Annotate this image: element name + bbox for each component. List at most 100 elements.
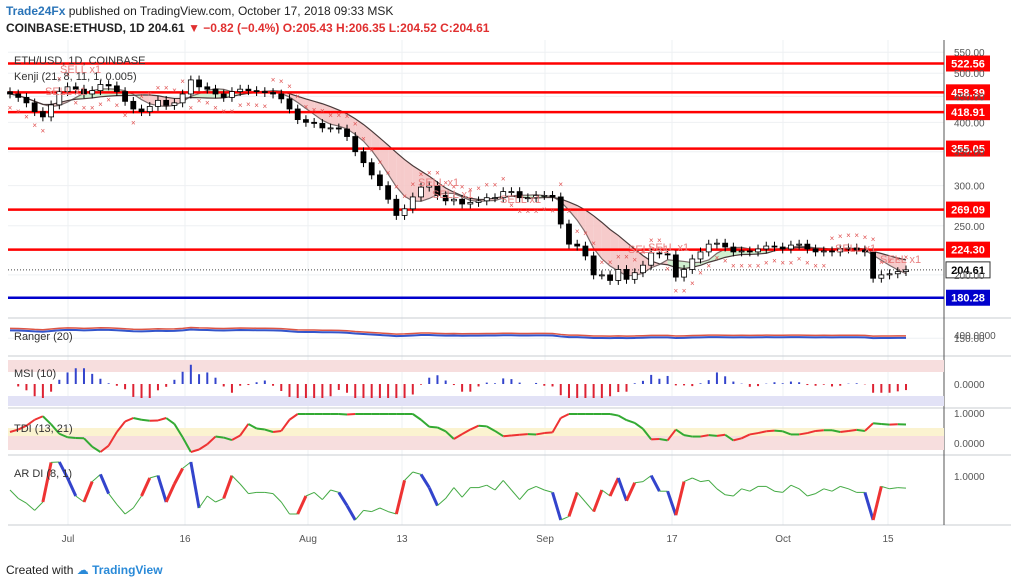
tdi-line — [503, 434, 512, 438]
sar-marker: × — [501, 175, 506, 184]
sar-marker: × — [476, 184, 481, 193]
price-change: ▼ −0.82 (−0.4%) — [188, 21, 280, 35]
ranger-line-2 — [9, 326, 907, 337]
sar-marker: × — [682, 287, 687, 296]
level-price-tag — [946, 55, 990, 72]
ardi-line — [363, 509, 372, 513]
candle-body — [360, 151, 367, 164]
ardi-line — [321, 489, 331, 500]
sar-marker: × — [271, 76, 276, 85]
ardi-line — [75, 495, 85, 503]
level-price-tag — [946, 104, 990, 121]
sar-marker: × — [353, 120, 358, 129]
sar-marker: × — [82, 103, 87, 112]
tdi-line — [25, 418, 36, 427]
candle-body — [894, 271, 901, 275]
candle-body — [746, 250, 753, 253]
tdi-line — [544, 431, 553, 435]
candle-body — [886, 273, 893, 276]
tdi-line — [50, 423, 61, 435]
candle-body — [582, 245, 589, 257]
candle-body — [878, 274, 885, 279]
tdi-line — [700, 434, 709, 438]
ardi-line — [215, 497, 224, 503]
candle-body — [7, 91, 13, 95]
candle-body — [483, 197, 490, 202]
tdi-lower-band — [8, 436, 944, 450]
sar-marker: × — [706, 261, 711, 270]
msi-tick-label: 0.0000 — [954, 380, 985, 391]
candle-body — [401, 208, 408, 216]
candle-body — [640, 264, 646, 274]
ardi-line — [198, 495, 208, 509]
candle-body — [598, 274, 605, 277]
sar-marker: × — [739, 261, 744, 270]
sar-marker: × — [747, 261, 752, 270]
tdi-line — [173, 423, 184, 438]
candle-body — [377, 174, 383, 187]
tdi-line — [634, 422, 644, 430]
ardi-line — [666, 490, 678, 516]
sar-marker: × — [821, 261, 826, 270]
tdi-line — [256, 427, 265, 431]
tdi-line — [437, 426, 447, 433]
tradingview-logo-icon: ☁ — [76, 563, 89, 577]
sar-marker: × — [180, 77, 185, 86]
candle-body — [475, 200, 482, 203]
sar-marker: × — [147, 89, 152, 98]
sell-signal-label: SELL x1 — [432, 189, 473, 201]
sell-signal-label: SELL x1 — [880, 254, 921, 266]
price-tick-label: 200.00 — [954, 271, 985, 282]
candle-body — [89, 90, 96, 95]
tdi-tick-label: 1.0000 — [954, 409, 985, 420]
candle-body — [97, 84, 104, 92]
price-axis: 550.00 500.00 450.00 400.00 350.00 300.00 250.… — [62, 48, 997, 545]
ardi-line — [774, 490, 783, 493]
sar-marker: × — [632, 256, 637, 265]
tdi-line — [412, 413, 422, 421]
tdi-line — [107, 431, 118, 447]
cloud-segment — [297, 96, 306, 109]
tradingview-link[interactable]: TradingView — [92, 563, 163, 577]
level-price-label: 355.05 — [951, 144, 985, 156]
tdi-line — [124, 417, 134, 423]
published-text: published on TradingView.com, October 17… — [68, 4, 394, 18]
candle-body — [179, 93, 186, 104]
level-price-label: 224.30 — [951, 245, 985, 257]
tdi-line — [807, 429, 816, 435]
sar-marker: × — [813, 261, 818, 270]
cloud-segment — [568, 202, 578, 221]
sar-marker: × — [32, 121, 37, 130]
sar-marker: × — [657, 236, 662, 245]
cloud-segment — [338, 110, 348, 129]
candle-body — [335, 127, 342, 130]
ardi-line — [222, 475, 234, 499]
ohlc-values: O:205.43 H:206.35 L:204.52 C:204.61 — [282, 21, 490, 35]
tdi-line — [733, 437, 742, 442]
level-price-label: 269.09 — [951, 205, 985, 217]
ardi-line — [17, 497, 27, 504]
candle-body — [524, 197, 531, 200]
tdi-line — [609, 413, 619, 417]
current-price-tag — [945, 261, 991, 279]
candle-body — [730, 246, 737, 253]
candle-body — [714, 242, 720, 245]
tdi-line — [157, 417, 167, 422]
ardi-line — [41, 462, 53, 503]
sar-marker: × — [550, 206, 555, 215]
ardi-line — [567, 491, 579, 517]
ardi-line — [798, 488, 808, 497]
tdi-line — [264, 428, 274, 433]
ardi-line — [790, 484, 800, 490]
tdi-line — [551, 417, 562, 433]
publisher-name[interactable]: Trade24Fx — [6, 4, 66, 18]
candle-body — [72, 86, 79, 90]
candle-body — [146, 106, 153, 112]
ardi-line — [889, 487, 898, 490]
candle-body — [229, 91, 235, 98]
ardi-line — [337, 491, 349, 507]
ardi-line — [725, 494, 734, 497]
candle-body — [442, 194, 449, 202]
sar-marker: × — [295, 92, 300, 101]
